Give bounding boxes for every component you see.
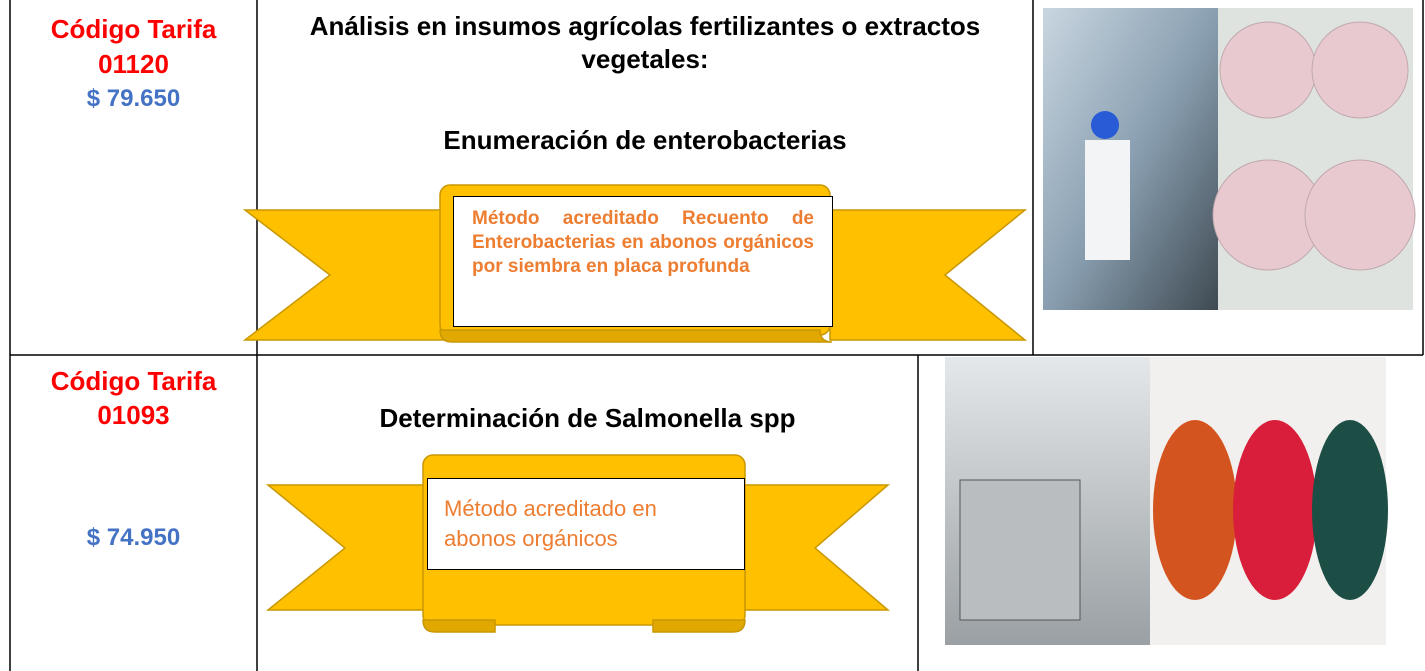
ribbon-text: Método acreditado Recuento de Enterobact… [453, 196, 833, 327]
photo-1 [1043, 8, 1416, 310]
code: 01093 [97, 400, 170, 430]
title: Análisis en insumos agrícolas fertilizan… [309, 11, 981, 74]
subtitle: Enumeración de enterobacterias [443, 125, 847, 155]
price: $ 74.950 [86, 524, 181, 551]
table-lines [9, 0, 1424, 671]
code: 01120 [98, 49, 169, 79]
subtitle: Determinación de Salmonella spp [379, 403, 796, 433]
price: $ 79.650 [86, 85, 181, 112]
photo-2 [945, 357, 1388, 645]
ribbon-text: Método acreditado en abonos orgánicos [427, 478, 745, 570]
code-label: Código Tarifa [50, 14, 217, 44]
code-label: Código Tarifa [50, 366, 217, 396]
